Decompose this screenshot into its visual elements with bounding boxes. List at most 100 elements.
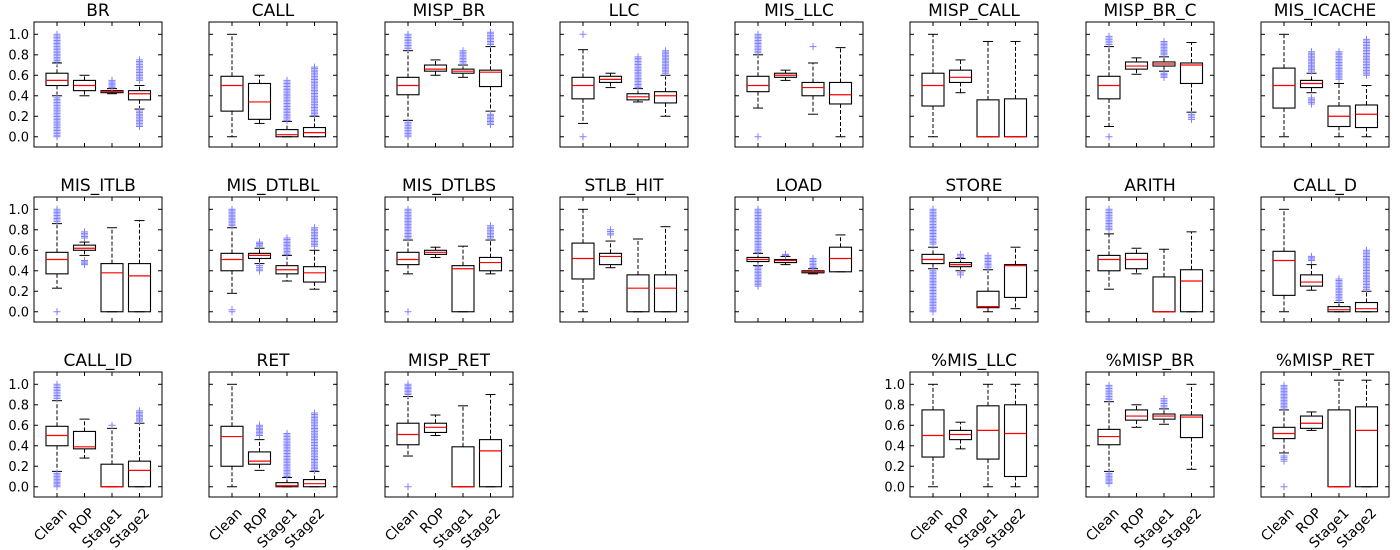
panel-title: LLC xyxy=(609,1,640,21)
box-iqr xyxy=(220,252,244,272)
boxplot-panel: MISP_BR_C xyxy=(1085,1,1215,148)
box-stage1 xyxy=(1327,275,1351,313)
panel-title: CALL_ID xyxy=(63,351,132,371)
panel-title: RET xyxy=(257,351,291,371)
axes-frame xyxy=(384,21,514,148)
panel-title: MISP_BR xyxy=(413,1,486,21)
y-tick-label: 0.6 xyxy=(8,69,29,84)
axes-frame xyxy=(33,21,163,148)
boxplot-panel: STLB_HIT xyxy=(559,176,689,323)
panel-title: BR xyxy=(86,1,110,21)
box-iqr xyxy=(45,251,69,275)
box-clean xyxy=(220,33,244,138)
box-stage1 xyxy=(100,421,124,488)
axes-frame xyxy=(1085,371,1215,498)
y-tick-label: 1.0 xyxy=(8,28,29,43)
box-rop xyxy=(1299,48,1324,108)
outlier-marker xyxy=(782,250,789,258)
y-tick-label: 0.6 xyxy=(884,419,905,434)
outlier-marker xyxy=(311,409,318,417)
box-clean xyxy=(220,205,244,316)
boxplot-panel: CALL_ID0.00.20.40.60.81.0CleanROPStage1S… xyxy=(8,351,163,550)
box-iqr xyxy=(746,75,770,93)
box-clean xyxy=(1272,208,1296,313)
axes-frame xyxy=(1260,371,1390,498)
box-iqr xyxy=(478,439,503,488)
outlier-marker xyxy=(1160,37,1168,45)
boxplot-panel: CALL xyxy=(208,1,338,148)
box-stage2 xyxy=(1354,35,1379,138)
outlier-marker xyxy=(1335,48,1343,56)
box-iqr xyxy=(598,252,623,266)
box-iqr xyxy=(275,129,299,138)
box-iqr xyxy=(220,75,244,112)
outlier-marker xyxy=(108,421,116,429)
box-iqr xyxy=(571,76,595,100)
boxplot-panel: MIS_LLC xyxy=(734,1,864,148)
panel-title: MIS_ITLB xyxy=(60,176,136,196)
outlier-marker xyxy=(1363,35,1370,43)
box-rop xyxy=(72,228,97,269)
outlier-marker xyxy=(1105,469,1113,477)
box-iqr xyxy=(828,81,853,105)
outlier-marker xyxy=(487,28,494,36)
box-iqr xyxy=(1003,98,1028,138)
panel-title: %MIS_LLC xyxy=(931,351,1017,371)
outlier-marker xyxy=(1160,395,1168,403)
outlier-marker xyxy=(228,306,236,314)
box-clean xyxy=(1097,32,1121,141)
axes-frame xyxy=(909,196,1039,323)
outlier-marker xyxy=(579,133,587,141)
box-stage1 xyxy=(1327,379,1351,488)
outlier-marker xyxy=(662,47,669,55)
box-clean xyxy=(571,30,595,141)
box-clean xyxy=(746,205,770,290)
box-iqr xyxy=(100,263,124,313)
boxplot-panel: MIS_ICACHE xyxy=(1260,1,1390,148)
box-stage2 xyxy=(1179,231,1204,313)
box-iqr xyxy=(1003,404,1028,478)
box-iqr xyxy=(921,409,945,458)
y-tick-label: 0.4 xyxy=(884,439,905,454)
outlier-marker xyxy=(53,205,61,213)
outlier-marker xyxy=(256,421,263,429)
box-iqr xyxy=(127,90,152,101)
box-stage2 xyxy=(1003,383,1028,488)
outlier-marker xyxy=(53,308,61,316)
box-iqr xyxy=(451,446,475,488)
outlier-marker xyxy=(404,483,412,491)
outlier-marker xyxy=(1363,246,1370,254)
box-iqr xyxy=(127,460,152,488)
outlier-marker xyxy=(404,30,412,38)
box-iqr xyxy=(478,69,503,88)
box-iqr xyxy=(127,263,152,313)
axes-frame xyxy=(909,21,1039,148)
box-stage1 xyxy=(626,53,650,103)
outlier-marker xyxy=(283,234,291,242)
axes-frame xyxy=(734,196,864,323)
box-stage2 xyxy=(1179,383,1204,470)
axes-frame xyxy=(559,196,689,323)
outlier-marker xyxy=(459,47,467,55)
box-stage1 xyxy=(451,245,475,313)
y-tick-label: 0.0 xyxy=(884,480,905,495)
axes-frame xyxy=(208,21,338,148)
boxplot-panel: MISP_BR xyxy=(384,1,514,148)
box-rop xyxy=(247,421,272,471)
box-stage1 xyxy=(801,43,825,115)
y-tick-label: 0.2 xyxy=(884,460,905,475)
box-rop xyxy=(948,421,973,450)
panel-title: MISP_RET xyxy=(408,351,491,371)
box-iqr xyxy=(45,72,69,87)
box-stage2 xyxy=(653,47,678,117)
outlier-marker xyxy=(634,53,642,61)
axes-frame xyxy=(734,21,864,148)
box-rop xyxy=(1124,57,1149,75)
box-stage2 xyxy=(1003,40,1028,138)
box-stage1 xyxy=(275,234,299,282)
axes-frame xyxy=(1260,21,1390,148)
box-clean xyxy=(921,205,945,316)
box-iqr xyxy=(976,99,1000,138)
